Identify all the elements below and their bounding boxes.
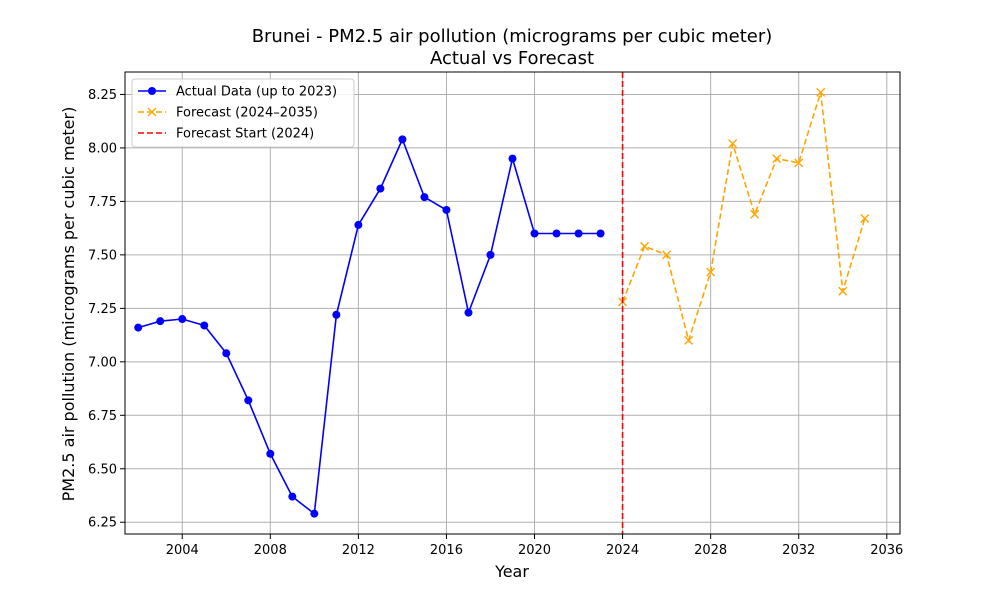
data-point	[508, 154, 517, 163]
data-point	[596, 229, 605, 238]
chart-subtitle: Actual vs Forecast	[430, 48, 594, 69]
data-point	[684, 335, 694, 345]
data-point	[706, 267, 716, 277]
data-point	[794, 158, 804, 168]
y-tick-label: 7.00	[88, 355, 117, 370]
data-point	[442, 205, 451, 214]
legend-label: Actual Data (up to 2023)	[176, 85, 337, 100]
data-point	[860, 214, 870, 224]
x-tick-label: 2012	[342, 543, 375, 558]
y-tick-label: 6.25	[88, 516, 117, 531]
data-point	[354, 220, 363, 229]
y-tick-label: 8.00	[88, 141, 117, 156]
x-marker-stroke	[728, 139, 738, 149]
x-marker-stroke	[838, 286, 848, 296]
x-marker-stroke	[794, 158, 804, 168]
x-marker-stroke	[750, 209, 760, 219]
legend-marker	[148, 87, 156, 95]
x-marker-stroke	[706, 267, 716, 277]
y-axis-label: PM2.5 air pollution (micrograms per cubi…	[59, 107, 78, 502]
data-point	[376, 184, 385, 193]
x-tick-label: 2016	[430, 543, 463, 558]
x-tick-label: 2036	[870, 543, 903, 558]
data-point	[552, 229, 561, 238]
data-point	[530, 229, 539, 238]
axis-ticks: 2004 2008 2012 2016 2020 2024 2028 2032 2036 6.25…	[88, 88, 903, 558]
data-point	[266, 449, 275, 458]
legend-marker	[147, 107, 157, 117]
data-point	[420, 193, 429, 202]
data-point	[178, 315, 187, 324]
y-tick-label: 6.75	[88, 409, 117, 424]
plot-area	[134, 72, 870, 534]
data-point	[750, 209, 760, 219]
x-marker-stroke	[860, 214, 870, 224]
y-tick-label: 7.75	[88, 195, 117, 210]
legend-box	[131, 78, 355, 148]
chart-title: Brunei - PM2.5 air pollution (micrograms…	[252, 26, 773, 47]
data-point	[398, 135, 407, 144]
y-tick-label: 6.50	[88, 462, 117, 477]
x-tick-label: 2008	[254, 543, 287, 558]
data-point	[464, 308, 473, 317]
x-marker-stroke	[684, 335, 694, 345]
x-axis-label: Year	[494, 562, 529, 581]
plot-frame	[124, 71, 901, 535]
series-line	[621, 92, 866, 344]
data-point	[574, 229, 583, 238]
series-line	[137, 137, 601, 516]
legend: Actual Data (up to 2023) Forecast (2024–2…	[131, 78, 355, 148]
y-tick-label: 8.25	[88, 88, 117, 103]
legend-label: Forecast (2024–2035)	[176, 106, 318, 121]
x-marker-stroke	[640, 241, 650, 251]
data-point	[288, 492, 297, 501]
data-point	[200, 321, 209, 330]
y-tick-label: 7.50	[88, 248, 117, 263]
data-point	[134, 323, 143, 332]
x-marker-stroke	[662, 250, 672, 260]
data-point	[662, 250, 672, 260]
data-point	[640, 241, 650, 251]
data-point	[332, 310, 341, 319]
data-point	[222, 349, 231, 358]
legend-label: Forecast Start (2024)	[176, 127, 314, 142]
x-tick-label: 2004	[166, 543, 199, 558]
x-marker-stroke	[816, 87, 826, 97]
x-tick-label: 2032	[782, 543, 815, 558]
data-point	[244, 396, 253, 405]
x-tick-label: 2020	[518, 543, 551, 558]
data-point	[816, 87, 826, 97]
data-point	[310, 509, 319, 518]
data-point	[772, 154, 782, 164]
y-tick-label: 7.25	[88, 302, 117, 317]
x-marker-stroke	[772, 154, 782, 164]
x-tick-label: 2024	[606, 543, 639, 558]
x-tick-label: 2028	[694, 543, 727, 558]
data-point	[156, 317, 165, 326]
data-point	[838, 286, 848, 296]
data-point	[728, 139, 738, 149]
data-point	[486, 250, 495, 259]
